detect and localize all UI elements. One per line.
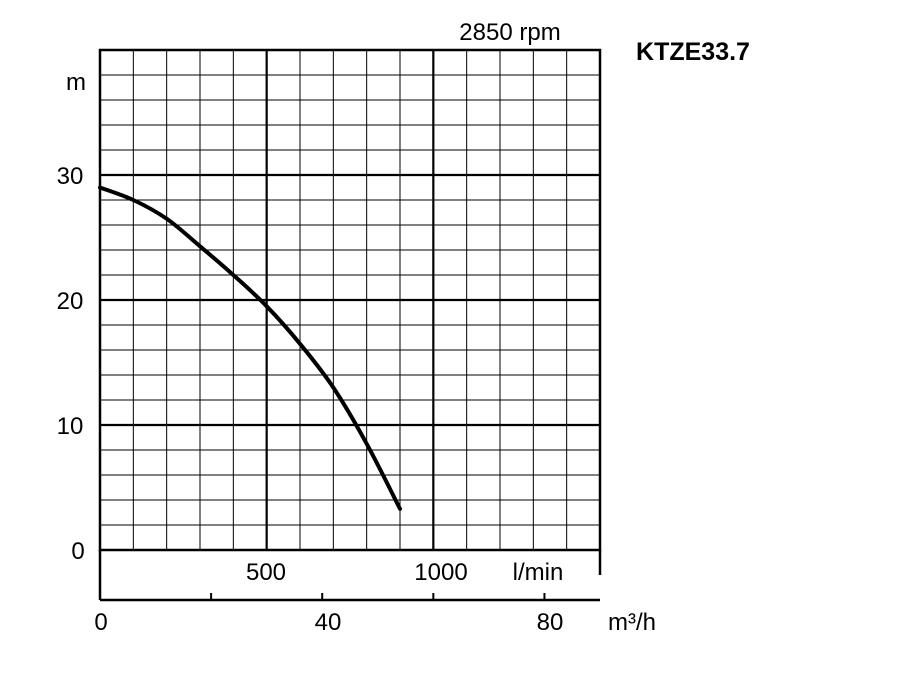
y-tick-label: 30 bbox=[57, 163, 84, 190]
y-tick-label: 10 bbox=[57, 413, 84, 440]
y-tick-label: 0 bbox=[71, 538, 84, 565]
y-tick-label: 20 bbox=[57, 288, 84, 315]
chart-subtitle: 2850 rpm bbox=[459, 19, 560, 46]
x-tick-label-lmin: 1000 bbox=[414, 559, 467, 586]
x-tick-label-m3h: 80 bbox=[537, 609, 564, 636]
m3h-axis-ticks bbox=[210, 593, 546, 600]
x-tick-label-m3h: 40 bbox=[315, 609, 342, 636]
x-axis-label-lmin: l/min bbox=[513, 559, 564, 586]
pump-head-curve bbox=[98, 185, 402, 511]
x-axis-label-m3h: m³/h bbox=[608, 609, 656, 636]
plot-frame bbox=[98, 48, 602, 552]
x-tick-label-lmin: 500 bbox=[246, 559, 286, 586]
y-axis-label: m bbox=[66, 69, 86, 96]
chart-title: KTZE33.7 bbox=[636, 38, 750, 66]
x-tick-label-m3h: 0 bbox=[94, 609, 107, 636]
grid-major-lines bbox=[100, 50, 600, 550]
